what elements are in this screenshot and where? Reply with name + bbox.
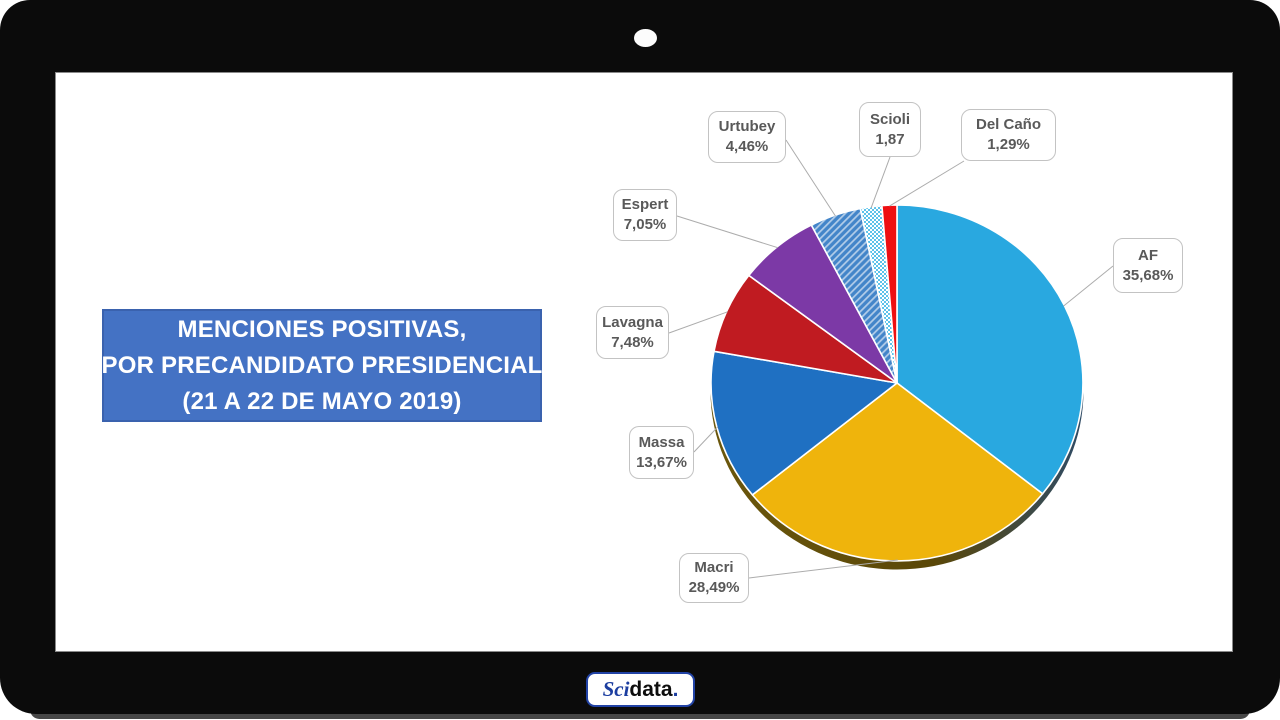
leader-line-af [1063, 265, 1114, 307]
leader-line-scioli [870, 156, 891, 208]
leader-line-massa [693, 426, 719, 453]
pie-chart [668, 139, 1114, 579]
pie-slice-massa [710, 350, 898, 496]
callout-candidate-name: Urtubey [718, 118, 776, 135]
leader-line-del-cano [889, 160, 965, 207]
pie-callout-espert: Espert 7,05% [613, 189, 677, 241]
callout-value: 7,05% [623, 216, 667, 233]
pie-callout-del-cano: Del Caño 1,29% [961, 109, 1056, 161]
pie-callout-macri: Macri 28,49% [679, 553, 749, 603]
chart-title-box: MENCIONES POSITIVAS, POR PRECANDIDATO PR… [102, 309, 542, 422]
pie-callout-massa: Massa 13,67% [629, 426, 694, 479]
pie-slice-macri [751, 382, 1044, 562]
pie-callout-scioli: Scioli 1,87 [859, 102, 921, 157]
scidata-logo: Sci data. [586, 672, 695, 707]
title-line-3: (21 A 22 DE MAYO 2019) [182, 387, 462, 415]
callout-value: 7,48% [611, 333, 654, 351]
pie-callout-lavagna: Lavagna 7,48% [596, 306, 669, 359]
logo-text-dot: . [672, 678, 679, 701]
callout-candidate-name: Scioli [869, 110, 910, 128]
leader-line-macri [748, 559, 898, 579]
callout-value: 1,29% [987, 136, 1030, 153]
title-line-2: POR PRECANDIDATO PRESIDENCIAL [101, 351, 543, 379]
screen: MENCIONES POSITIVAS, POR PRECANDIDATO PR… [55, 72, 1233, 652]
pie-slice-del-cano [881, 204, 898, 384]
camera-icon [634, 29, 657, 47]
logo-text-sci: Sci [602, 677, 630, 701]
callout-candidate-name: Massa [638, 433, 685, 451]
pie-callout-af: AF 35,68% [1113, 238, 1183, 293]
callout-candidate-name: AF [1138, 246, 1158, 264]
callout-candidate-name: Lavagna [602, 313, 663, 331]
title-line-1: MENCIONES POSITIVAS, [177, 315, 467, 343]
callout-candidate-name: Espert [621, 196, 669, 213]
leader-line-urtubey [785, 139, 836, 217]
leader-lines [668, 139, 1114, 579]
callout-value: 28,49% [688, 579, 740, 596]
callout-candidate-name: Macri [694, 559, 734, 576]
callout-candidate-name: Del Caño [975, 116, 1041, 133]
leader-line-espert [676, 215, 778, 249]
leader-line-lavagna [668, 311, 728, 334]
logo-text-data: data [629, 678, 673, 701]
callout-value: 13,67% [636, 453, 687, 471]
callout-value: 35,68% [1122, 266, 1174, 284]
callout-value: 1,87 [875, 130, 905, 148]
pie-callout-urtubey: Urtubey 4,46% [708, 111, 786, 163]
callout-value: 4,46% [725, 138, 769, 155]
pie-slices [710, 204, 1084, 562]
